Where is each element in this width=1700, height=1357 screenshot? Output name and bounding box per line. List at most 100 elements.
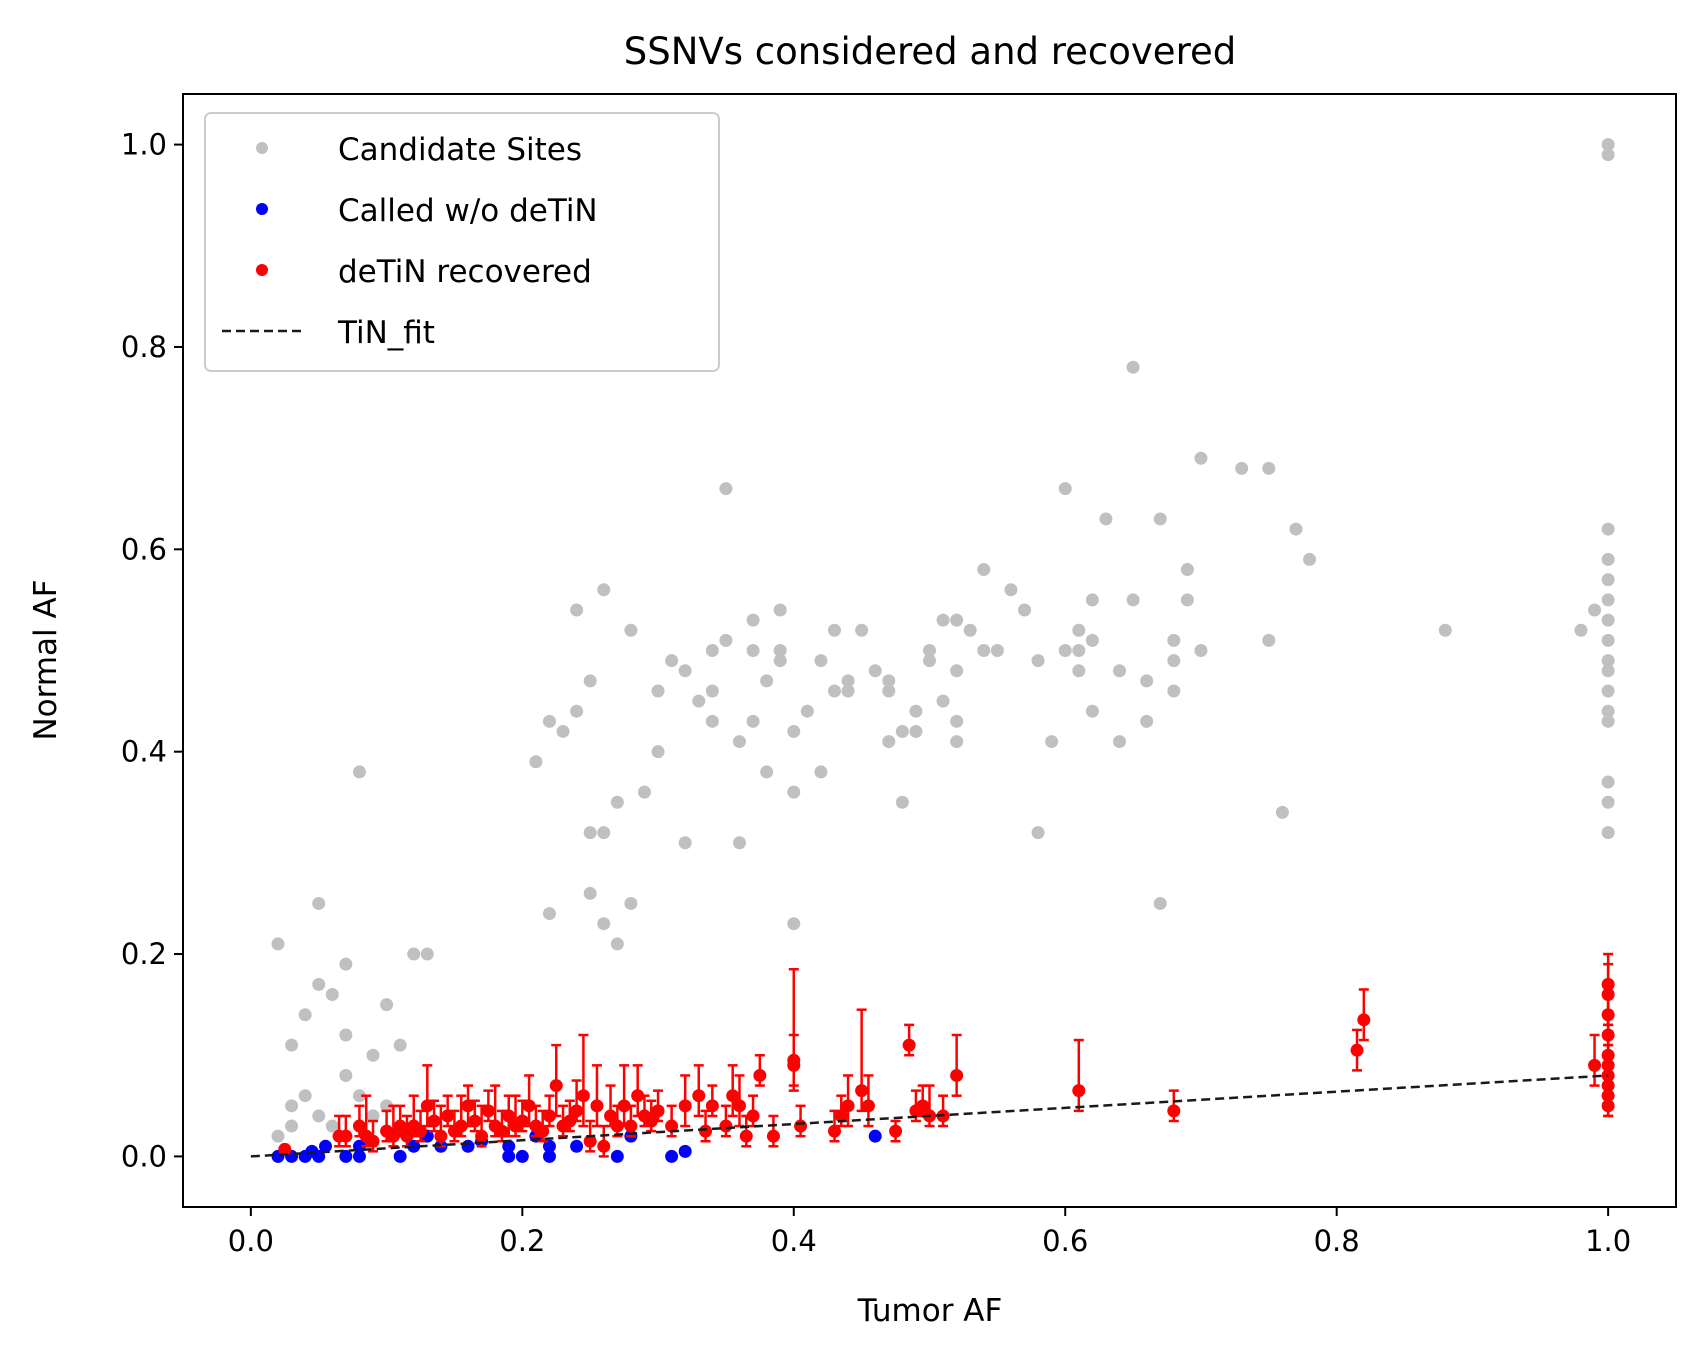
candidate-site-point xyxy=(1045,735,1059,749)
candidate-site-point xyxy=(882,674,896,688)
called-without-detin-point xyxy=(393,1149,407,1163)
candidate-site-point xyxy=(312,1109,326,1123)
candidate-site-point xyxy=(1099,512,1113,526)
candidate-site-point xyxy=(352,765,366,779)
candidate-site-point xyxy=(1574,623,1588,637)
candidate-site-point xyxy=(827,623,841,637)
detin-recovered-point xyxy=(502,1109,516,1123)
x-axis-label: Tumor AF xyxy=(857,1293,1003,1329)
detin-recovered-point xyxy=(441,1109,455,1123)
candidate-site-point xyxy=(936,613,950,627)
candidate-site-point xyxy=(339,1028,353,1042)
candidate-site-point xyxy=(1235,461,1249,475)
detin-recovered-point xyxy=(665,1119,679,1133)
candidate-site-point xyxy=(787,917,801,931)
candidate-site-point xyxy=(597,917,611,931)
detin-recovered-point xyxy=(590,1099,604,1113)
candidate-site-point xyxy=(882,735,896,749)
legend-label-candidate-sites: Candidate Sites xyxy=(338,132,582,168)
candidate-site-point xyxy=(1072,623,1086,637)
detin-recovered-point xyxy=(427,1114,441,1128)
candidate-site-point xyxy=(325,1119,339,1133)
detin-recovered-point xyxy=(651,1104,665,1118)
candidate-site-point xyxy=(1140,714,1154,728)
candidate-site-point xyxy=(420,947,434,961)
detin-recovered-point xyxy=(631,1089,645,1103)
candidate-site-point xyxy=(665,654,679,668)
detin-recovered-point xyxy=(678,1099,692,1113)
candidate-site-point xyxy=(610,937,624,951)
candidate-site-point xyxy=(1126,593,1140,607)
candidate-site-point xyxy=(542,714,556,728)
candidate-site-point xyxy=(895,724,909,738)
detin-recovered-point xyxy=(624,1119,638,1133)
detin-recovered-point xyxy=(1357,1013,1371,1027)
detin-recovered-point xyxy=(644,1114,658,1128)
y-tick-label: 0.0 xyxy=(121,1139,167,1173)
candidate-site-point xyxy=(1601,138,1615,152)
candidate-site-point xyxy=(773,603,787,617)
detin-recovered-point xyxy=(1350,1043,1364,1057)
candidate-site-point xyxy=(895,795,909,809)
candidate-site-point xyxy=(1601,684,1615,698)
candidate-site-point xyxy=(950,714,964,728)
plot-area xyxy=(250,138,1615,1163)
candidate-site-point xyxy=(977,563,991,577)
detin-recovered-point xyxy=(414,1124,428,1138)
detin-recovered-point xyxy=(794,1119,808,1133)
candidate-site-point xyxy=(1072,664,1086,678)
detin-recovered-point xyxy=(570,1104,584,1118)
candidate-site-point xyxy=(556,724,570,738)
detin-recovered-point xyxy=(617,1099,631,1113)
candidate-site-point xyxy=(1085,633,1099,647)
x-tick-label: 1.0 xyxy=(1585,1224,1631,1258)
called-without-detin-point xyxy=(502,1149,516,1163)
candidate-site-point xyxy=(773,654,787,668)
candidate-site-point xyxy=(1601,552,1615,566)
candidate-site-point xyxy=(990,644,1004,657)
candidate-site-point xyxy=(1601,613,1615,627)
candidate-site-point xyxy=(1601,522,1615,536)
detin-recovered-point xyxy=(739,1129,753,1143)
legend: Candidate Sites Called w/o deTiN deTiN r… xyxy=(204,112,720,372)
candidate-site-point xyxy=(1601,573,1615,587)
candidate-site-point xyxy=(380,1099,394,1113)
candidate-site-point xyxy=(923,654,936,668)
detin-recovered-point xyxy=(542,1109,556,1123)
legend-label-detin-recovered: deTiN recovered xyxy=(338,254,592,290)
candidate-site-point xyxy=(407,947,421,961)
candidate-site-point xyxy=(1140,674,1154,688)
candidate-site-point xyxy=(1275,805,1289,819)
legend-label-tin-fit: TiN_fit xyxy=(337,315,435,351)
candidate-site-point xyxy=(1153,896,1167,910)
detin-recovered-point xyxy=(386,1129,400,1143)
y-tick-label: 0.8 xyxy=(121,330,167,364)
candidate-site-point xyxy=(1601,664,1615,678)
candidate-site-point xyxy=(1167,684,1181,698)
candidate-site-point xyxy=(339,957,353,971)
candidate-site-point xyxy=(597,583,611,597)
detin-recovered-point xyxy=(604,1109,618,1123)
candidate-site-point xyxy=(773,644,787,657)
candidate-site-point xyxy=(285,1119,299,1133)
candidate-site-point xyxy=(1601,704,1615,718)
detin-recovered-point xyxy=(766,1129,780,1143)
candidate-site-point xyxy=(963,623,977,637)
candidate-site-point xyxy=(651,684,665,698)
detin-recovered-point xyxy=(827,1124,841,1138)
called-without-detin-point xyxy=(339,1149,353,1163)
detin-recovered-point xyxy=(278,1142,292,1156)
candidate-site-point xyxy=(393,1038,407,1052)
candidate-site-point xyxy=(787,785,801,799)
detin-recovered-point xyxy=(583,1134,597,1148)
legend-box xyxy=(204,112,720,372)
candidate-site-point xyxy=(814,654,828,668)
detin-recovered-point xyxy=(495,1124,509,1138)
candidate-site-point xyxy=(624,623,638,637)
candidate-site-point xyxy=(1601,633,1615,647)
called-without-detin-point xyxy=(610,1149,624,1163)
candidate-site-point xyxy=(529,755,543,769)
candidate-site-point xyxy=(705,714,719,728)
detin-recovered-point xyxy=(549,1079,563,1093)
candidate-site-point xyxy=(1601,593,1615,607)
